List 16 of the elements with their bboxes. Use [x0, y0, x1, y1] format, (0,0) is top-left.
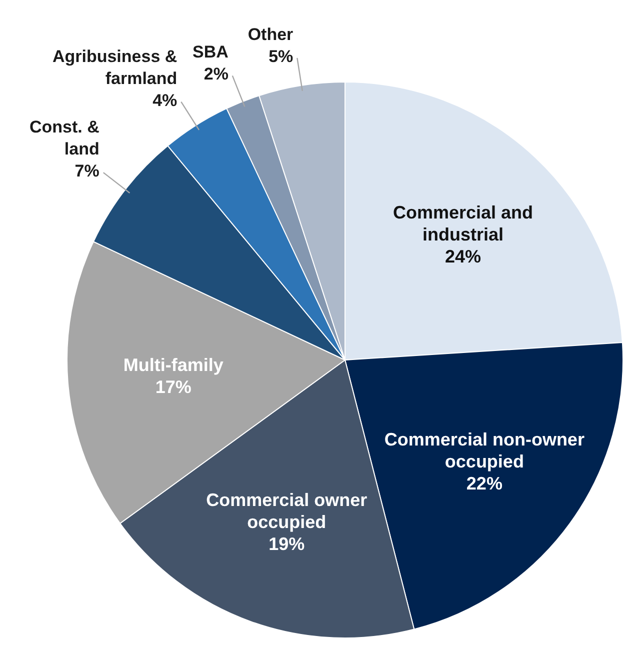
data-label: 17%	[155, 377, 192, 398]
data-label: 24%	[444, 246, 482, 266]
slice-label: Agribusiness & farmland	[52, 46, 178, 88]
slice-label: Commercial owner occupied	[206, 490, 368, 532]
data-label: 5%	[268, 46, 294, 66]
data-label: 19%	[268, 534, 305, 554]
data-label: 22%	[466, 473, 502, 494]
slice-label: SBA	[192, 42, 228, 62]
data-label: 4%	[152, 90, 178, 110]
slice-label: Commercial non-owner occupied	[384, 429, 584, 472]
slice-label: Const. & land	[29, 118, 100, 159]
data-label: 2%	[204, 64, 228, 84]
data-label: 7%	[74, 162, 100, 181]
slice-label: Other	[248, 24, 294, 44]
slice-label: Commercial and industrial	[392, 202, 534, 244]
slice-label: Multi-family	[123, 355, 224, 376]
